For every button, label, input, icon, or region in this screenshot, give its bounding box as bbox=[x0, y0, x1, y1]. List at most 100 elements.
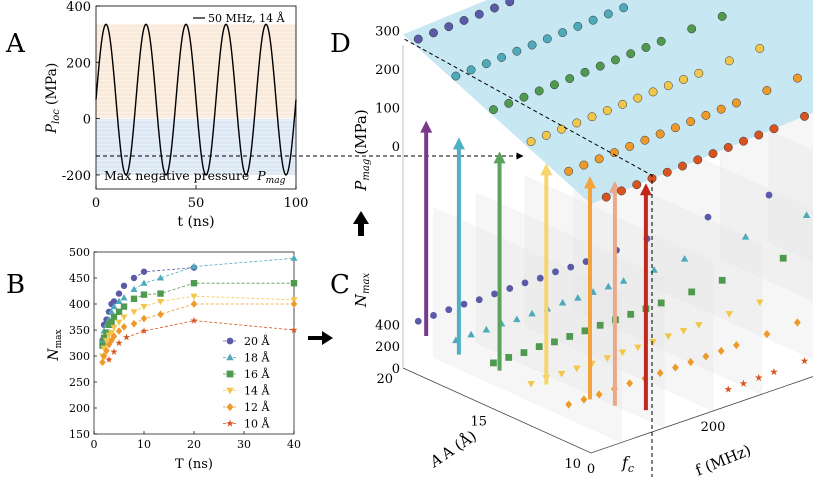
c-nmax-point bbox=[482, 325, 491, 333]
panel-d-zlabel: Pmag(MPa) bbox=[352, 109, 372, 191]
c-nmax-point bbox=[490, 359, 497, 367]
b-legend-marker bbox=[226, 337, 234, 345]
c-nmax-point bbox=[582, 258, 590, 265]
panel-b-xlabel: T (ns) bbox=[175, 457, 213, 472]
c-vertical-plane bbox=[646, 133, 813, 360]
arrow-c-to-d bbox=[353, 211, 369, 236]
c-nmax-point bbox=[467, 330, 475, 338]
b-point bbox=[140, 268, 148, 275]
b-ytick-label: 200 bbox=[69, 402, 90, 415]
c-nmax-point bbox=[557, 371, 566, 378]
c-nmax-point bbox=[754, 373, 763, 382]
panel-d-pmag-points bbox=[413, 0, 809, 202]
d-pmag-point bbox=[792, 73, 802, 83]
b-point bbox=[115, 339, 123, 347]
b-legend-marker bbox=[226, 353, 234, 361]
panel-label-d: D bbox=[330, 29, 351, 59]
d-pmag-point bbox=[769, 124, 779, 134]
d-ptick-label: 0 bbox=[392, 140, 400, 155]
c-nmax-point bbox=[680, 255, 689, 262]
d-pmag-point bbox=[534, 86, 544, 96]
panel-b-x-ticks: 0 10 20 30 40 bbox=[91, 431, 301, 451]
d-pmag-point bbox=[489, 105, 498, 115]
d-pmag-point bbox=[618, 99, 627, 109]
d-pmag-point bbox=[754, 130, 764, 140]
c-nmax-point bbox=[513, 315, 521, 323]
d-pressure-arrowhead bbox=[420, 120, 433, 133]
d-pmag-point bbox=[716, 104, 726, 114]
b-point bbox=[290, 254, 298, 261]
b-point bbox=[120, 294, 128, 301]
b-point bbox=[100, 345, 108, 352]
d-pmag-point bbox=[573, 21, 583, 31]
d-pmag-point bbox=[512, 46, 522, 56]
b-point bbox=[110, 298, 118, 305]
d-pmag-point bbox=[550, 80, 559, 90]
c-nmax-point bbox=[765, 191, 773, 199]
c-nmax-point bbox=[800, 356, 809, 365]
d-pmag-point bbox=[558, 28, 568, 38]
b-point bbox=[99, 358, 106, 367]
b-point bbox=[140, 327, 148, 335]
b-ytick-label: 350 bbox=[69, 324, 90, 337]
a-ytick-label: 400 bbox=[66, 0, 91, 15]
c-nmax-point bbox=[565, 400, 573, 409]
b-xtick-label: 0 bbox=[91, 438, 98, 451]
b-point bbox=[103, 329, 110, 336]
c-nmax-point bbox=[656, 368, 664, 378]
b-series-line bbox=[133, 295, 295, 313]
b-legend-label: 14 Å bbox=[244, 384, 270, 398]
panel-a-x-ticks: 0 50 100 bbox=[92, 185, 308, 211]
b-point bbox=[290, 300, 298, 308]
d-pmag-point bbox=[755, 43, 765, 53]
c-nmax-point bbox=[520, 349, 528, 357]
c-nmax-point bbox=[657, 299, 665, 307]
critical-frequency-line bbox=[402, 37, 653, 477]
d-ptick-label: 300 bbox=[375, 25, 400, 40]
b-point bbox=[105, 355, 113, 363]
d-pmag-point bbox=[444, 22, 454, 32]
b-legend-marker bbox=[226, 402, 234, 412]
c-nmax-point bbox=[567, 263, 575, 271]
c-nmax-point bbox=[475, 296, 483, 304]
d-pmag-point bbox=[587, 112, 597, 122]
c-nmax-point bbox=[763, 330, 771, 339]
b-point bbox=[140, 291, 148, 298]
b-point bbox=[99, 342, 106, 349]
b-point bbox=[110, 313, 118, 321]
b-xtick-label: 40 bbox=[287, 438, 301, 451]
d-pmag-point bbox=[557, 124, 566, 134]
d-pmag-point bbox=[505, 0, 515, 7]
d-pmag-point bbox=[656, 36, 666, 46]
b-point bbox=[120, 303, 128, 310]
panel-b-ylabel: Nmax bbox=[46, 329, 64, 361]
c-atick-label: 15 bbox=[470, 415, 487, 430]
d-pmag-point bbox=[678, 161, 687, 171]
d-pmag-point bbox=[601, 192, 611, 202]
panel-c-base-floor bbox=[402, 367, 813, 454]
b-legend-marker bbox=[226, 370, 234, 378]
d-pmag-point bbox=[670, 123, 680, 133]
c-vertical-plane bbox=[476, 192, 665, 429]
panel-a-xlabel: t (ns) bbox=[177, 214, 214, 230]
d-pmag-point bbox=[497, 52, 507, 62]
c-nmax-point bbox=[535, 343, 543, 351]
c-nmax-point bbox=[505, 354, 513, 361]
c-ntick-label: 400 bbox=[375, 318, 400, 333]
arrow-b-to-c bbox=[308, 331, 333, 345]
b-point bbox=[130, 285, 138, 292]
c-ftick-label: 0 bbox=[587, 462, 595, 477]
b-point bbox=[140, 314, 148, 323]
c-nmax-point bbox=[527, 381, 535, 388]
c-nmax-point bbox=[414, 317, 422, 325]
d-pmag-point bbox=[687, 24, 697, 34]
panel-label-b: B bbox=[6, 270, 25, 300]
b-point bbox=[110, 324, 118, 332]
panel-a-chart: 50 MHz, 14 Å Max negative pressure Pmag … bbox=[44, 0, 308, 230]
c-vertical-plane bbox=[524, 175, 714, 412]
d-pmag-point bbox=[580, 67, 590, 77]
c-nmax-point bbox=[687, 357, 695, 367]
c-nmax-point bbox=[618, 349, 627, 357]
a-ytick-label: 200 bbox=[66, 56, 91, 71]
d-pmag-point bbox=[413, 34, 423, 44]
